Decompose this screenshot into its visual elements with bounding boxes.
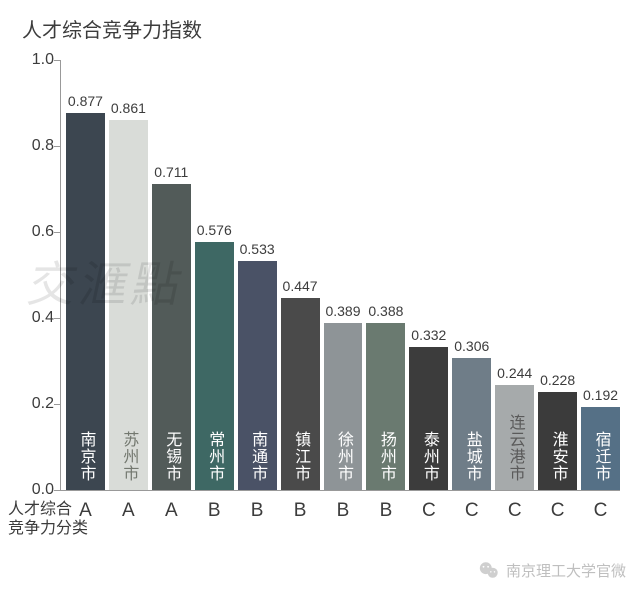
bar-category-label: 徐州市 [331, 431, 355, 482]
group-letter: C [495, 500, 534, 522]
bar-value-label: 0.711 [154, 164, 188, 180]
bar: 0.533南通市 [238, 261, 277, 490]
bar-value-label: 0.533 [240, 241, 275, 257]
bar-column: 0.389 徐州市 [324, 60, 363, 490]
bar-column: 0.447 镇江市 [281, 60, 320, 490]
group-axis-title: 人才综合 竞争力分类 [8, 500, 88, 538]
bar: 0.306盐城市 [452, 358, 491, 490]
bar-category-label: 苏州市 [116, 431, 140, 482]
bar-column: 0.877 南京市 [66, 60, 105, 490]
bar-column: 0.192 宿迁市 [581, 60, 620, 490]
bar-category-label: 南京市 [73, 431, 97, 482]
source-footer: 南京理工大学官微 [478, 559, 626, 581]
bar-category-label: 宿迁市 [589, 431, 613, 482]
source-label: 南京理工大学官微 [506, 560, 626, 581]
bar-category-label: 常州市 [202, 431, 226, 482]
group-axis-title-line1: 人才综合 [8, 500, 88, 519]
bars-container: 0.877 南京市 0.861 苏州市 0.711 无锡市 0.576 常州市 0.533 南通市… [60, 60, 620, 490]
talent-index-bar-chart: 人才综合竞争力指数 0.00.20.40.60.81.0 0.877南京市0.8… [0, 0, 640, 591]
bar-value-label: 0.332 [411, 327, 446, 343]
bar-value-label: 0.447 [283, 278, 318, 294]
group-letter-row: AAABBBBBCCCCC [60, 500, 620, 522]
bar: 0.332泰州市 [409, 347, 448, 490]
bar-category-label: 淮安市 [546, 431, 570, 482]
group-letter: B [324, 500, 363, 522]
bar-value-label: 0.244 [497, 365, 532, 381]
bar: 0.877南京市 [66, 113, 105, 490]
y-tick-label: 0.8 [32, 137, 54, 155]
bar-value-label: 0.877 [68, 93, 103, 109]
group-letter: C [581, 500, 620, 522]
bar-column: 0.533 南通市 [238, 60, 277, 490]
bar-column: 0.244 连云港市 [495, 60, 534, 490]
bar-category-label: 扬州市 [374, 431, 398, 482]
bar-category-label: 连云港市 [503, 414, 527, 482]
group-letter: C [452, 500, 491, 522]
chart-title: 人才综合竞争力指数 [22, 14, 202, 43]
group-letter: B [195, 500, 234, 522]
bar-value-label: 0.388 [368, 303, 403, 319]
group-letter: C [409, 500, 448, 522]
group-letter: A [152, 500, 191, 522]
bar-column: 0.711 无锡市 [152, 60, 191, 490]
y-tick-mark [54, 490, 60, 491]
bar: 0.192宿迁市 [581, 407, 620, 490]
bar-column: 0.861 苏州市 [109, 60, 148, 490]
bar-category-label: 南通市 [245, 431, 269, 482]
bar-value-label: 0.228 [540, 372, 575, 388]
y-tick-label: 0.2 [32, 395, 54, 413]
bar-value-label: 0.861 [111, 100, 146, 116]
group-axis-title-line2: 竞争力分类 [8, 519, 88, 538]
bar-category-label: 无锡市 [159, 431, 183, 482]
bar: 0.244连云港市 [495, 385, 534, 490]
bar: 0.861苏州市 [109, 120, 148, 490]
bar: 0.389徐州市 [324, 323, 363, 490]
group-letter: B [366, 500, 405, 522]
y-tick-label: 1.0 [32, 51, 54, 69]
bar-category-label: 镇江市 [288, 431, 312, 482]
bar-value-label: 0.192 [583, 387, 618, 403]
y-tick-label: 0.4 [32, 309, 54, 327]
bar-column: 0.576 常州市 [195, 60, 234, 490]
x-axis [60, 490, 620, 491]
bar-value-label: 0.306 [454, 338, 489, 354]
bar: 0.711无锡市 [152, 184, 191, 490]
group-letter: A [109, 500, 148, 522]
group-letter: B [281, 500, 320, 522]
bar-column: 0.228 淮安市 [538, 60, 577, 490]
bar: 0.576常州市 [195, 242, 234, 490]
wechat-icon [478, 559, 500, 581]
y-tick-label: 0.6 [32, 223, 54, 241]
group-letter: B [238, 500, 277, 522]
bar: 0.447镇江市 [281, 298, 320, 490]
y-tick-label: 0.0 [32, 481, 54, 499]
bar-category-label: 盐城市 [460, 431, 484, 482]
bar: 0.228淮安市 [538, 392, 577, 490]
bar-column: 0.306 盐城市 [452, 60, 491, 490]
group-letter: C [538, 500, 577, 522]
bar-value-label: 0.576 [197, 222, 232, 238]
bar: 0.388扬州市 [366, 323, 405, 490]
bar-category-label: 泰州市 [417, 431, 441, 482]
bar-column: 0.388 扬州市 [366, 60, 405, 490]
bar-column: 0.332 泰州市 [409, 60, 448, 490]
bar-value-label: 0.389 [325, 303, 360, 319]
